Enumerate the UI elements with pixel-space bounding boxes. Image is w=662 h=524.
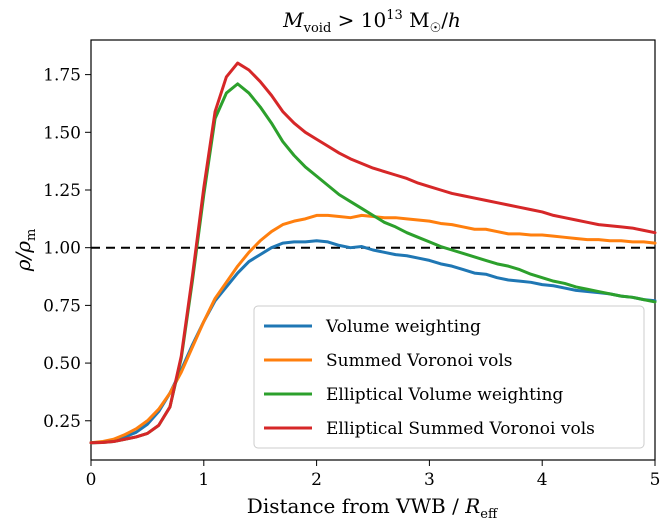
x-tick-label: 4 xyxy=(537,470,548,490)
x-axis-label: Distance from VWB / Reff xyxy=(247,494,499,522)
legend: Volume weighting Summed Voronoi vols Ellip… xyxy=(253,305,645,449)
y-tick-label: 1.50 xyxy=(43,123,81,143)
x-tick-label: 2 xyxy=(311,470,322,490)
x-tick-label: 1 xyxy=(198,470,209,490)
series-line-4 xyxy=(89,61,657,445)
chart-title: Mvoid > 1013 M☉/h xyxy=(282,8,461,36)
legend-label-3: Elliptical Volume weighting xyxy=(326,385,563,405)
x-tick-label: 3 xyxy=(424,470,435,490)
y-tick-label: 0.25 xyxy=(43,412,81,432)
y-tick-label: 1.00 xyxy=(43,239,81,259)
y-tick-label: 0.75 xyxy=(43,296,81,316)
y-axis-label: ρ/ρm xyxy=(11,229,39,273)
x-tick-label: 5 xyxy=(650,470,661,490)
x-tick-label: 0 xyxy=(86,470,97,490)
legend-box xyxy=(253,305,645,449)
legend-label-4: Elliptical Summed Voronoi vols xyxy=(326,419,595,439)
y-tick-label: 1.75 xyxy=(43,66,81,86)
y-tick-label: 1.25 xyxy=(43,181,81,201)
y-tick-label: 0.50 xyxy=(43,354,81,374)
legend-label-2: Summed Voronoi vols xyxy=(326,351,513,371)
series-lines xyxy=(89,61,657,445)
x-axis: 0 1 2 3 4 5 xyxy=(86,460,661,490)
y-axis: 0.25 0.50 0.75 1.00 1.25 1.50 1.75 xyxy=(43,66,91,432)
legend-label-1: Volume weighting xyxy=(325,317,481,337)
